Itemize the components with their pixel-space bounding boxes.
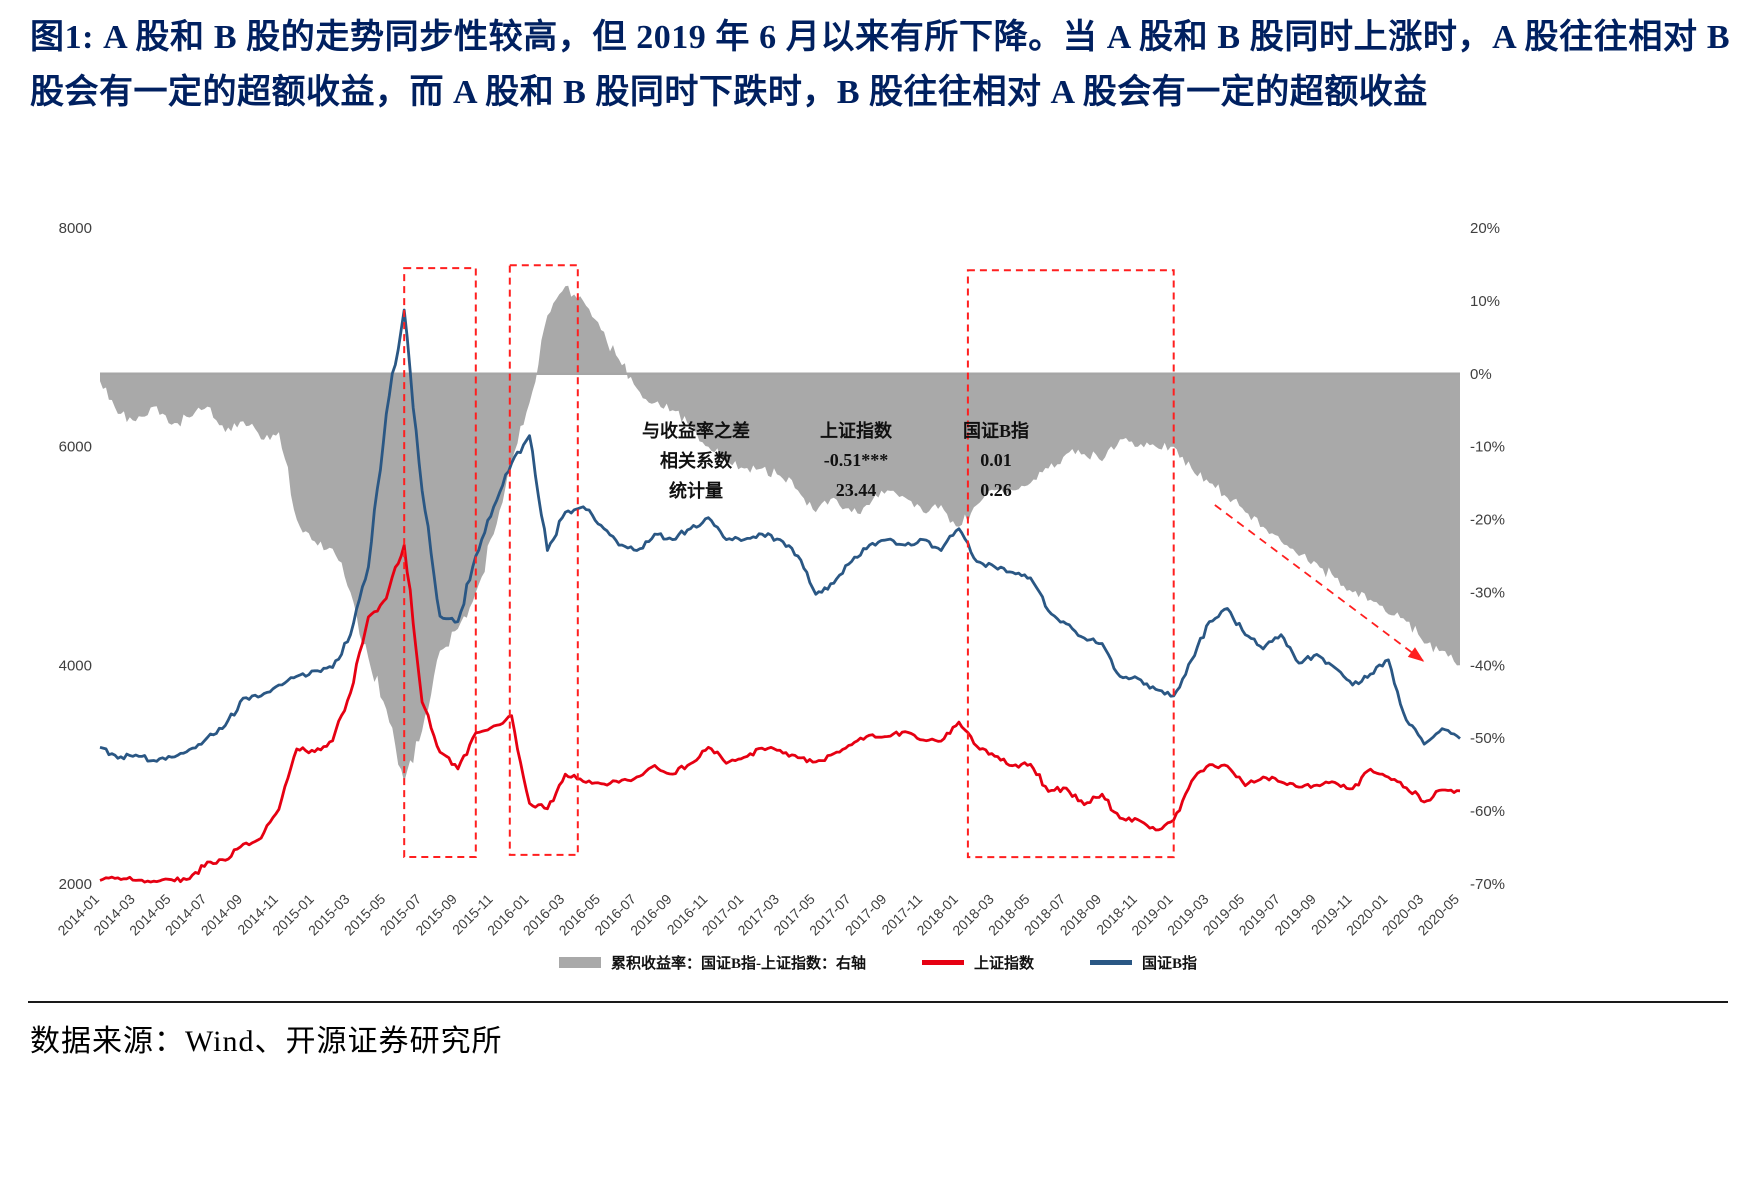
legend-item-bindex: 国证B指: [1090, 952, 1197, 973]
legend-item-area: 累积收益率：国证B指-上证指数：右轴: [558, 952, 866, 973]
stats-row-corr-label: 相关系数: [660, 451, 732, 471]
sse-line-series: [99, 543, 1461, 884]
chart-legend: 累积收益率：国证B指-上证指数：右轴 上证指数 国证B指: [0, 952, 1756, 973]
right-axis-tick-label: -40%: [1470, 657, 1505, 674]
highlight-box-2: [508, 264, 579, 856]
area-swatch-icon: [558, 957, 601, 968]
highlight-box-3: [966, 269, 1175, 859]
data-source-note: 数据来源：Wind、开源证券研究所: [30, 1025, 503, 1058]
spread-area-series: [100, 285, 1460, 782]
stats-col-sse: 上证指数: [820, 421, 892, 441]
chart-canvas: 8000 6000 4000 2000 20% 10% 0% -10% -20% -30% -40%…: [54, 220, 1505, 938]
stats-stat-sse: 23.44: [835, 479, 877, 500]
stats-header-label: 与收益率之差: [642, 421, 750, 441]
stats-col-bindex: 国证B指: [962, 421, 1029, 441]
right-axis-tick-label: 0%: [1470, 366, 1492, 383]
right-axis-tick-label: -70%: [1470, 876, 1505, 893]
stats-stat-bindex: 0.26: [980, 479, 1012, 500]
trend-arrow-line: [1214, 504, 1425, 663]
b-index-line-series: [99, 308, 1461, 763]
stats-corr-bindex: 0.01: [980, 449, 1012, 470]
bindex-line-swatch-icon: [1090, 960, 1132, 965]
right-axis-tick-label: -30%: [1470, 584, 1505, 601]
left-axis-tick-label: 4000: [59, 657, 92, 674]
stats-row-stat-label: 统计量: [669, 481, 723, 501]
legend-label-sse: 上证指数: [973, 956, 1034, 972]
chart-area: 8000 6000 4000 2000 20% 10% 0% -10% -20% -30% -40%…: [0, 195, 1756, 995]
legend-item-sse: 上证指数: [921, 952, 1034, 973]
left-axis-tick-label: 8000: [59, 220, 92, 237]
footer-divider: [28, 1001, 1728, 1003]
right-axis-tick-label: -50%: [1470, 730, 1505, 747]
highlight-box-1: [403, 267, 477, 859]
stats-corr-sse: -0.51***: [823, 449, 889, 470]
right-axis-tick-label: -60%: [1470, 803, 1505, 820]
right-axis-tick-label: 10%: [1470, 293, 1500, 310]
right-axis-tick-label: -10%: [1470, 439, 1505, 456]
legend-label-bindex: 国证B指: [1142, 956, 1198, 972]
right-axis-tick-label: 20%: [1470, 220, 1500, 237]
left-axis-tick-label: 6000: [59, 439, 92, 456]
correlation-stats-table: 与收益率之差 上证指数 国证B指 相关系数 -0.51*** 0.01 统计量 …: [612, 415, 1060, 505]
right-axis-tick-label: -20%: [1470, 512, 1505, 529]
left-axis-tick-label: 2000: [59, 876, 92, 893]
legend-label-area: 累积收益率：国证B指-上证指数：右轴: [610, 956, 866, 972]
sse-line-swatch-icon: [921, 960, 964, 965]
figure-title: 图1: A 股和 B 股的走势同步性较高，但 2019 年 6 月以来有所下降。…: [30, 19, 1730, 112]
trend-arrowhead-icon: [1407, 647, 1425, 662]
